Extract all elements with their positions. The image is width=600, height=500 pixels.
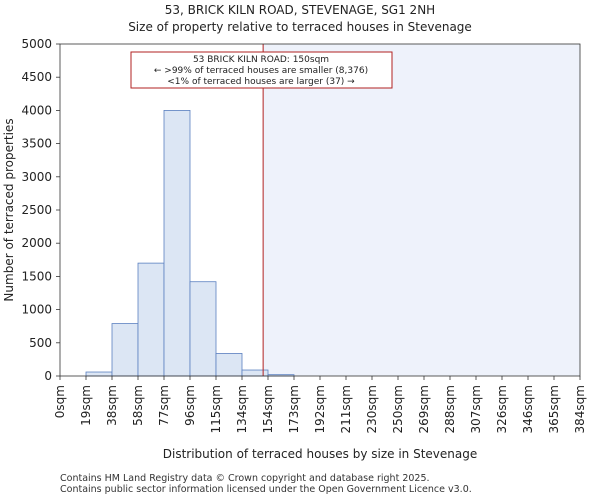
y-tick-label: 1500 xyxy=(21,269,52,283)
x-axis-label: Distribution of terraced houses by size … xyxy=(163,447,477,461)
y-axis-ticks: 0 500 1000 1500 2000 2500 3000 3500 4000 4500 5000 xyxy=(21,37,60,383)
annotation-line1: 53 BRICK KILN ROAD: 150sqm xyxy=(193,55,329,65)
chart-title-line1: 53, BRICK KILN ROAD, STEVENAGE, SG1 2NH xyxy=(165,3,435,17)
footer-line2: Contains public sector information licen… xyxy=(60,484,472,495)
bar-96sqm xyxy=(189,281,217,377)
y-tick-label: 3500 xyxy=(21,137,52,151)
annotation-line2: ← >99% of terraced houses are smaller (8… xyxy=(154,66,368,76)
bars-group xyxy=(85,110,295,377)
bar-77sqm xyxy=(163,110,191,377)
x-tick-label: 250sqm xyxy=(391,385,405,433)
bar-19sqm xyxy=(85,371,113,377)
y-tick-label: 4500 xyxy=(21,70,52,84)
x-tick-label: 365sqm xyxy=(547,385,561,433)
annotation-frame xyxy=(130,51,393,89)
y-tick-label: 1000 xyxy=(21,303,52,317)
x-tick-label: 115sqm xyxy=(209,385,223,433)
x-tick-label: 269sqm xyxy=(417,385,431,433)
x-tick-label: 326sqm xyxy=(495,385,509,433)
larger-region-highlight xyxy=(263,44,580,376)
y-tick-label: 0 xyxy=(44,369,52,383)
x-tick-label: 230sqm xyxy=(365,385,379,433)
x-tick-label: 288sqm xyxy=(443,385,457,433)
x-tick-label: 384sqm xyxy=(573,385,587,433)
y-tick-label: 3000 xyxy=(21,170,52,184)
x-tick-label: 38sqm xyxy=(105,385,119,426)
annotation-line3: <1% of terraced houses are larger (37) → xyxy=(167,77,355,87)
y-tick-label: 5000 xyxy=(21,37,52,51)
x-tick-label: 211sqm xyxy=(339,385,353,433)
x-tick-label: 154sqm xyxy=(261,385,275,433)
x-tick-label: 19sqm xyxy=(79,385,93,426)
bar-115sqm xyxy=(215,353,243,377)
y-tick-label: 500 xyxy=(29,336,52,350)
footer-line1: Contains HM Land Registry data © Crown c… xyxy=(60,473,430,484)
annotation-box: 53 BRICK KILN ROAD: 150sqm ← >99% of ter… xyxy=(130,51,393,89)
chart-title-line2: Size of property relative to terraced ho… xyxy=(128,20,472,34)
x-tick-label: 134sqm xyxy=(235,385,249,433)
x-tick-label: 58sqm xyxy=(131,385,145,426)
x-tick-label: 77sqm xyxy=(157,385,171,426)
y-tick-label: 2000 xyxy=(21,236,52,250)
bar-134sqm xyxy=(241,369,269,377)
y-axis-label: Number of terraced properties xyxy=(2,118,16,301)
x-tick-label: 96sqm xyxy=(183,385,197,426)
x-tick-label: 0sqm xyxy=(53,385,67,418)
y-tick-label: 2500 xyxy=(21,203,52,217)
x-tick-label: 307sqm xyxy=(469,385,483,433)
x-tick-label: 173sqm xyxy=(287,385,301,433)
bar-58sqm xyxy=(137,262,165,377)
x-tick-label: 192sqm xyxy=(313,385,327,433)
y-tick-label: 4000 xyxy=(21,103,52,117)
bar-38sqm xyxy=(111,323,139,377)
x-tick-label: 346sqm xyxy=(521,385,535,433)
x-axis-ticks: 0sqm 19sqm 38sqm 58sqm 77sqm 96sqm 115sqm 134sq… xyxy=(53,376,587,433)
